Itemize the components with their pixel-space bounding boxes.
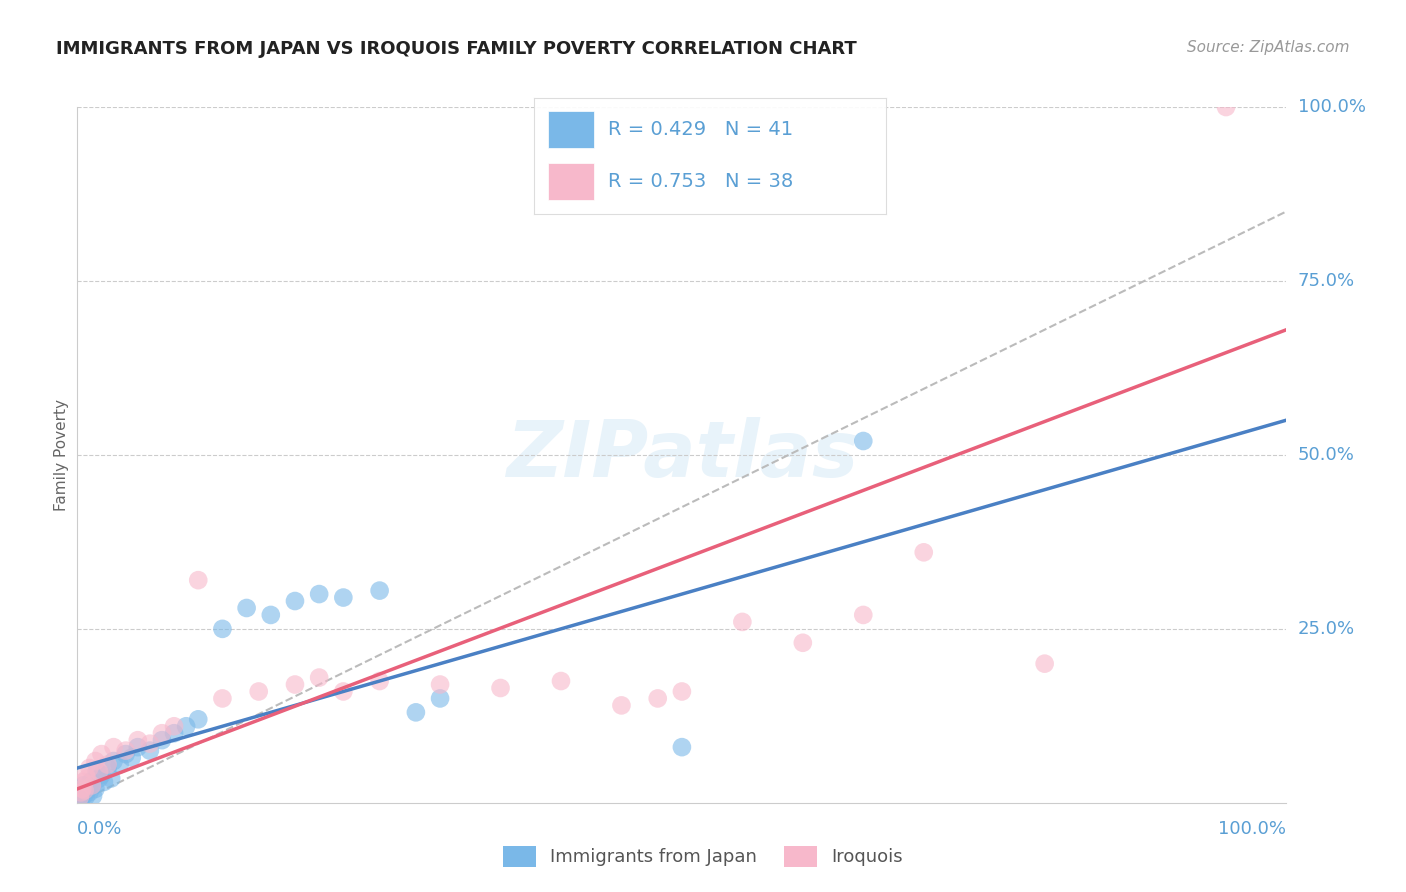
Point [86,764,108,779]
Point [90,768,112,782]
Point [429,691,451,706]
Point [79,785,101,799]
Point [187,712,209,726]
Point [284,677,307,691]
Text: 0.0%: 0.0% [77,820,122,838]
Point [82,789,104,803]
Text: 75.0%: 75.0% [1298,272,1355,290]
Point [139,744,162,758]
Point [73,788,96,802]
Point [550,674,572,689]
Point [163,719,186,733]
Point [79,775,101,789]
Point [87,772,110,786]
Point [103,754,125,768]
Point [211,622,233,636]
Point [139,737,162,751]
Point [332,684,354,698]
Point [405,706,427,720]
Point [121,750,143,764]
Point [75,789,97,804]
Point [368,674,391,689]
Point [108,757,131,772]
FancyBboxPatch shape [548,111,593,148]
Point [127,740,149,755]
Point [260,607,283,622]
Point [96,757,118,772]
Point [72,778,94,792]
Text: R = 0.753   N = 38: R = 0.753 N = 38 [609,172,793,191]
Point [211,691,233,706]
Point [80,778,103,792]
Point [87,764,110,779]
Point [308,671,330,685]
Point [912,545,935,559]
Point [1215,100,1237,114]
Point [69,790,91,805]
Point [96,761,118,775]
Point [70,785,93,799]
Point [127,733,149,747]
Point [90,747,112,761]
Point [77,781,100,796]
Point [75,768,97,782]
Point [308,587,330,601]
Point [247,684,270,698]
Point [100,772,122,786]
Point [76,772,98,786]
Point [93,775,115,789]
Point [671,740,693,755]
Text: 100.0%: 100.0% [1219,820,1286,838]
Point [671,684,693,698]
Point [72,775,94,789]
Point [235,601,257,615]
Point [70,789,93,803]
Text: 100.0%: 100.0% [1298,98,1365,116]
Point [792,636,814,650]
Point [70,790,93,805]
Point [80,778,103,792]
Point [103,740,125,755]
Point [1033,657,1056,671]
Legend: Immigrants from Japan, Iroquois: Immigrants from Japan, Iroquois [496,838,910,874]
Point [76,783,98,797]
FancyBboxPatch shape [548,163,593,200]
Text: Source: ZipAtlas.com: Source: ZipAtlas.com [1187,40,1350,55]
Point [174,719,197,733]
Point [852,434,875,448]
Point [72,785,94,799]
Point [429,677,451,691]
Point [187,573,209,587]
Text: 25.0%: 25.0% [1298,620,1355,638]
Point [150,733,173,747]
Point [114,747,136,761]
Point [84,754,107,768]
Point [73,783,96,797]
Point [114,744,136,758]
Text: IMMIGRANTS FROM JAPAN VS IROQUOIS FAMILY POVERTY CORRELATION CHART: IMMIGRANTS FROM JAPAN VS IROQUOIS FAMILY… [56,40,858,58]
Point [852,607,875,622]
Text: ZIPatlas: ZIPatlas [506,417,858,493]
Point [731,615,754,629]
Text: 50.0%: 50.0% [1298,446,1354,464]
Point [489,681,512,695]
Point [79,761,101,775]
Point [647,691,669,706]
Point [368,583,391,598]
Point [332,591,354,605]
Text: R = 0.429   N = 41: R = 0.429 N = 41 [609,120,793,139]
Y-axis label: Family Poverty: Family Poverty [53,399,69,511]
Point [84,781,107,796]
Point [69,792,91,806]
Point [70,781,93,796]
Point [284,594,307,608]
Point [163,726,186,740]
Point [610,698,633,713]
Point [150,726,173,740]
